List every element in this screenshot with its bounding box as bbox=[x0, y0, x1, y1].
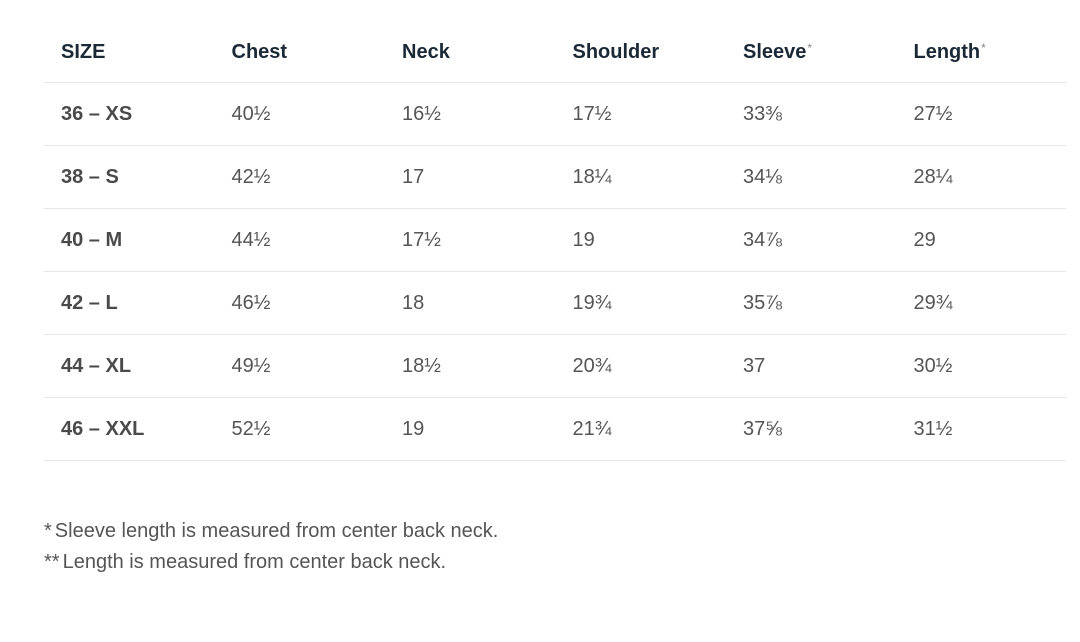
header-length: Length* bbox=[896, 23, 1066, 83]
chest-cell: 52½ bbox=[214, 397, 385, 461]
table-row: 40 – M 44½ 17½ 19 34⅞ 29 bbox=[44, 208, 1066, 272]
footnotes: * Sleeve length is measured from center b… bbox=[44, 516, 498, 578]
footnote-sleeve: * Sleeve length is measured from center b… bbox=[44, 516, 498, 547]
shoulder-cell: 21¾ bbox=[555, 397, 726, 461]
header-chest: Chest bbox=[214, 23, 385, 83]
footnote-text: Length is measured from center back neck… bbox=[62, 551, 447, 573]
chest-cell: 46½ bbox=[214, 271, 385, 335]
table-row: 42 – L 46½ 18 19¾ 35⅞ 29¾ bbox=[44, 271, 1066, 335]
footnote-mark: * bbox=[44, 520, 52, 542]
shoulder-cell: 19 bbox=[555, 208, 726, 272]
header-neck: Neck bbox=[385, 23, 556, 83]
size-cell: 42 – L bbox=[44, 271, 215, 335]
length-cell: 27½ bbox=[896, 82, 1066, 146]
size-cell: 46 – XXL bbox=[44, 397, 215, 461]
length-cell: 28¼ bbox=[896, 145, 1066, 209]
shoulder-cell: 19¾ bbox=[555, 271, 726, 335]
sleeve-cell: 35⅞ bbox=[726, 271, 897, 335]
table-header-row: SIZE Chest Neck Shoulder Sleeve* Length* bbox=[44, 23, 1066, 83]
table-row: 44 – XL 49½ 18½ 20¾ 37 30½ bbox=[44, 334, 1066, 398]
length-cell: 31½ bbox=[896, 397, 1066, 461]
size-chart-table: SIZE Chest Neck Shoulder Sleeve* Length*… bbox=[44, 23, 1066, 461]
shoulder-cell: 20¾ bbox=[555, 334, 726, 398]
sleeve-cell: 34⅞ bbox=[726, 208, 897, 272]
header-sleeve: Sleeve* bbox=[726, 23, 897, 83]
length-cell: 29 bbox=[896, 208, 1066, 272]
neck-cell: 18½ bbox=[385, 334, 556, 398]
header-size: SIZE bbox=[44, 23, 215, 83]
neck-cell: 18 bbox=[385, 271, 556, 335]
size-cell: 38 – S bbox=[44, 145, 215, 209]
asterisk-mark: * bbox=[981, 41, 986, 55]
footnote-length: ** Length is measured from center back ne… bbox=[44, 547, 498, 578]
shoulder-cell: 17½ bbox=[555, 82, 726, 146]
sleeve-cell: 33⅜ bbox=[726, 82, 897, 146]
neck-cell: 16½ bbox=[385, 82, 556, 146]
length-cell: 29¾ bbox=[896, 271, 1066, 335]
chest-cell: 44½ bbox=[214, 208, 385, 272]
sleeve-cell: 37⅝ bbox=[726, 397, 897, 461]
asterisk-mark: * bbox=[807, 41, 813, 55]
size-cell: 44 – XL bbox=[44, 334, 215, 398]
sleeve-cell: 34⅛ bbox=[726, 145, 897, 209]
neck-cell: 17½ bbox=[385, 208, 556, 272]
header-shoulder: Shoulder bbox=[555, 23, 726, 83]
table-row: 36 – XS 40½ 16½ 17½ 33⅜ 27½ bbox=[44, 82, 1066, 146]
size-cell: 40 – M bbox=[44, 208, 215, 272]
footnote-text: Sleeve length is measured from center ba… bbox=[54, 520, 499, 542]
size-cell: 36 – XS bbox=[44, 82, 215, 146]
table-row: 46 – XXL 52½ 19 21¾ 37⅝ 31½ bbox=[44, 397, 1066, 461]
neck-cell: 17 bbox=[385, 145, 556, 209]
neck-cell: 19 bbox=[385, 397, 556, 461]
chest-cell: 42½ bbox=[214, 145, 385, 209]
length-cell: 30½ bbox=[896, 334, 1066, 398]
table-row: 38 – S 42½ 17 18¼ 34⅛ 28¼ bbox=[44, 145, 1066, 209]
sleeve-cell: 37 bbox=[726, 334, 897, 398]
chest-cell: 40½ bbox=[214, 82, 385, 146]
chest-cell: 49½ bbox=[214, 334, 385, 398]
shoulder-cell: 18¼ bbox=[555, 145, 726, 209]
footnote-mark: ** bbox=[44, 551, 60, 573]
